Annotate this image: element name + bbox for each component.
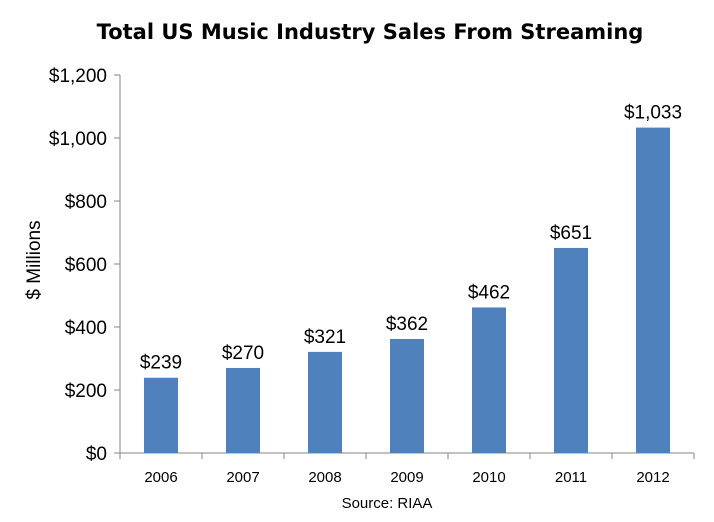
y-tick-label: $200 [65, 381, 107, 402]
x-tick-label-2011: 2011 [555, 469, 587, 486]
data-label-2010: $462 [468, 282, 510, 303]
bar-2008 [308, 351, 342, 453]
data-label-2012: $1,033 [624, 103, 682, 124]
bar-2006 [144, 377, 178, 453]
bar-2009 [390, 338, 424, 453]
y-axis-label: $ Millions [24, 220, 45, 299]
plot-area: $0 $200 $400 $600 $800 $1,000 $1,200 $239 2006 $2… [49, 66, 695, 486]
data-label-2008: $321 [304, 327, 346, 348]
x-tick-label-2012: 2012 [636, 469, 669, 486]
y-tick-label: $1,000 [49, 129, 107, 150]
bar-2007 [226, 367, 260, 453]
source-note: Source: RIAA [342, 495, 433, 512]
y-tick-label: $600 [65, 255, 107, 276]
data-label-2007: $270 [222, 343, 264, 364]
bar-2010 [472, 307, 506, 453]
x-tick-label-2010: 2010 [472, 469, 505, 486]
x-tick-label-2007: 2007 [226, 469, 259, 486]
bar-2011 [554, 247, 588, 453]
data-label-2006: $239 [140, 353, 182, 374]
data-label-2011: $651 [550, 223, 592, 244]
chart-title: Total US Music Industry Sales From Strea… [97, 20, 644, 44]
y-tick-label: $400 [65, 318, 107, 339]
x-tick-label-2009: 2009 [390, 469, 423, 486]
data-label-2009: $362 [386, 314, 428, 335]
y-tick-label: $0 [86, 444, 107, 465]
x-tick-label-2006: 2006 [144, 469, 177, 486]
bar-2012 [636, 127, 670, 453]
y-tick-label: $1,200 [49, 66, 107, 87]
x-tick-label-2008: 2008 [308, 469, 341, 486]
y-tick-label: $800 [65, 192, 107, 213]
